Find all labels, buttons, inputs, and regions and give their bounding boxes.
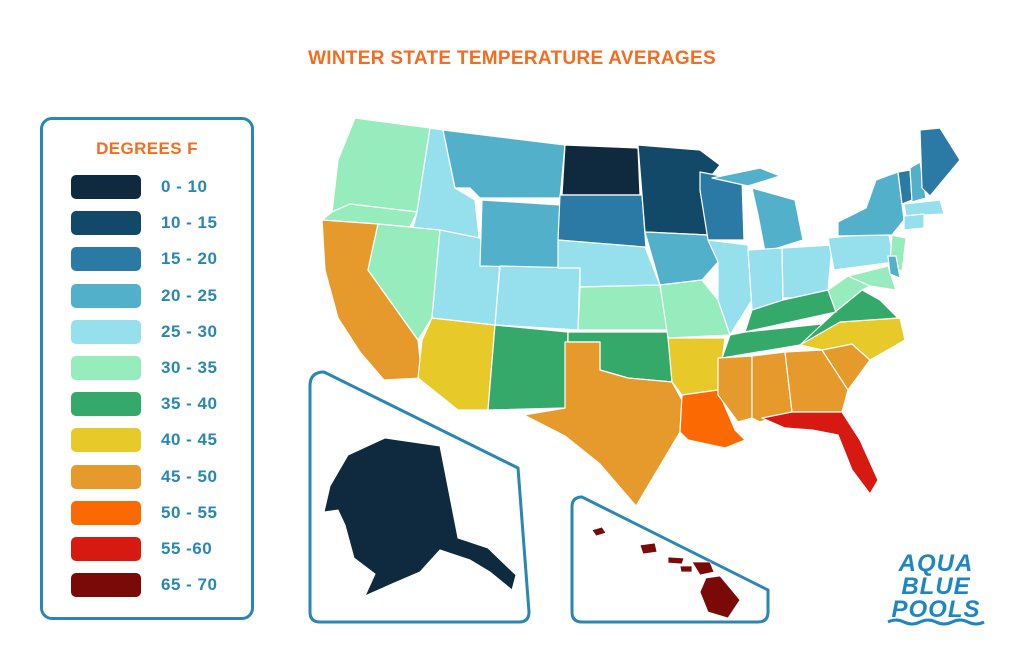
legend-swatch — [71, 247, 141, 272]
state-FL — [761, 411, 879, 495]
legend-swatch — [71, 211, 141, 236]
legend-range-label: 55 -60 — [161, 539, 213, 558]
state-WY — [479, 199, 561, 269]
legend-item: 55 -60 — [71, 537, 212, 561]
state-AK — [323, 437, 517, 597]
alaska-inset-frame — [308, 370, 531, 624]
state-NM — [487, 324, 569, 411]
state-WA — [331, 117, 431, 213]
legend-item: 35 - 40 — [71, 392, 218, 417]
state-DE — [887, 255, 901, 279]
state-MD — [847, 265, 897, 291]
legend-range-label: 35 - 40 — [161, 394, 218, 414]
aqua-blue-pools-logo: AQUA BLUE POOLS — [887, 550, 985, 626]
legend-item: 15 - 20 — [71, 247, 218, 272]
state-GA — [784, 349, 849, 413]
legend-swatch — [71, 500, 141, 525]
legend-range-label: 20 - 25 — [161, 285, 218, 305]
legend-item: 25 - 30 — [71, 319, 218, 344]
legend-item: 30 - 35 — [71, 356, 217, 380]
legend-item: 10 - 15 — [71, 211, 218, 236]
legend-panel: DEGREES F 0 - 10 10 - 15 15 - 20 20 - 25 25 … — [40, 117, 254, 620]
state-PA — [827, 231, 896, 271]
state-ND — [561, 144, 641, 196]
legend-range-label: 45 - 50 — [161, 466, 218, 486]
state-SD — [557, 194, 647, 249]
state-CT — [903, 213, 925, 231]
state-AR — [667, 337, 726, 396]
state-MI-UP — [711, 167, 781, 187]
state-HI — [591, 526, 741, 619]
legend-range-label: 10 - 15 — [161, 213, 218, 233]
state-IA — [644, 231, 719, 286]
state-IN — [747, 247, 784, 311]
legend-swatch — [71, 283, 141, 308]
state-NV — [367, 223, 441, 341]
state-NH — [909, 161, 927, 203]
legend-item: 65 - 70 — [71, 573, 218, 598]
legend-swatch — [71, 175, 141, 199]
legend-range-label: 40 - 45 — [161, 430, 218, 450]
legend-range-label: 25 - 30 — [161, 321, 218, 341]
legend-swatch — [71, 428, 141, 453]
svg-text:AQUA: AQUA — [898, 550, 974, 577]
legend-item: 20 - 25 — [71, 283, 218, 308]
legend-range-label: 0 - 10 — [161, 177, 208, 196]
legend-swatch — [71, 392, 141, 417]
state-MT — [442, 129, 566, 199]
legend-swatch — [71, 537, 141, 561]
legend-range-label: 50 - 55 — [161, 502, 218, 522]
legend-title: DEGREES F — [96, 139, 198, 158]
state-AZ — [417, 317, 496, 411]
hawaii-inset-frame — [570, 495, 770, 624]
legend-swatch — [71, 573, 141, 598]
state-NY — [837, 171, 905, 237]
state-OH — [781, 244, 833, 299]
state-ME — [919, 127, 961, 197]
legend-item: 45 - 50 — [71, 464, 218, 489]
legend-swatch — [71, 319, 141, 344]
legend-range-label: 65 - 70 — [161, 575, 218, 595]
legend-item: 50 - 55 — [71, 500, 218, 525]
svg-text:POOLS: POOLS — [891, 596, 980, 623]
svg-text:BLUE: BLUE — [901, 573, 970, 600]
legend-swatch — [71, 356, 141, 380]
map-title: WINTER STATE TEMPERATURE AVERAGES — [308, 48, 716, 69]
state-MA — [903, 199, 945, 217]
state-MS — [717, 355, 753, 423]
legend-item: 40 - 45 — [71, 428, 218, 453]
state-MI — [751, 187, 804, 253]
state-KS — [577, 284, 669, 331]
state-CO — [494, 265, 581, 331]
legend-range-label: 15 - 20 — [161, 249, 218, 269]
legend-item: 0 - 10 — [71, 175, 207, 199]
legend-range-label: 30 - 35 — [161, 358, 218, 377]
legend-swatch — [71, 464, 141, 489]
